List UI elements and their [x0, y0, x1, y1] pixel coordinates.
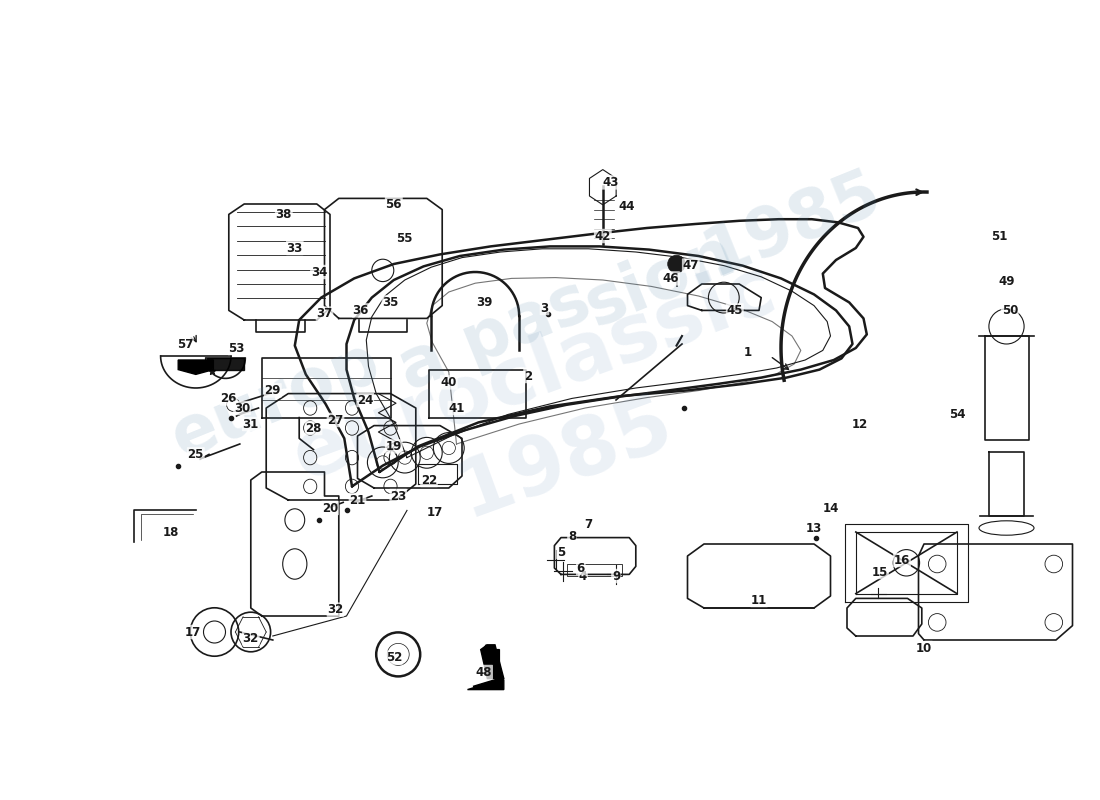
Text: 10: 10 [916, 642, 932, 654]
Text: 50: 50 [1002, 304, 1018, 317]
Text: 28: 28 [306, 422, 321, 434]
Text: 39: 39 [476, 296, 492, 309]
Polygon shape [473, 650, 499, 686]
Text: 47: 47 [683, 259, 698, 272]
Text: 36: 36 [353, 304, 369, 317]
Text: 24: 24 [358, 394, 373, 406]
Text: 53: 53 [229, 342, 244, 354]
Text: 34: 34 [311, 266, 327, 278]
Text: 56: 56 [386, 198, 403, 210]
Text: 32: 32 [328, 603, 343, 616]
Text: 49: 49 [999, 275, 1014, 288]
Text: 54: 54 [948, 408, 966, 421]
Text: a pas: a pas [389, 268, 601, 404]
Text: 14: 14 [823, 502, 838, 514]
Circle shape [668, 255, 685, 273]
Text: 3: 3 [540, 302, 549, 314]
Text: euroclassic
1985: euroclassic 1985 [283, 250, 817, 582]
Text: 23: 23 [390, 490, 406, 502]
Text: 27: 27 [328, 414, 343, 426]
Text: 12: 12 [852, 418, 868, 430]
Text: 4: 4 [579, 570, 587, 582]
Text: 6: 6 [576, 562, 585, 574]
Text: 29: 29 [265, 384, 280, 397]
Text: 2: 2 [524, 370, 532, 382]
Text: 21: 21 [350, 494, 365, 506]
Text: 7: 7 [584, 518, 593, 530]
Text: 13: 13 [806, 522, 822, 534]
Polygon shape [468, 645, 504, 690]
Text: 52: 52 [386, 651, 402, 664]
Bar [566, 564, 621, 576]
Polygon shape [482, 645, 491, 652]
Text: 41: 41 [449, 402, 464, 414]
Text: 35: 35 [383, 296, 398, 309]
Text: 17: 17 [185, 626, 200, 638]
Text: 9: 9 [612, 570, 620, 582]
Text: 42: 42 [595, 230, 610, 242]
Text: europ: europ [161, 328, 389, 472]
Text: 1: 1 [744, 346, 752, 358]
Text: 26: 26 [221, 392, 236, 405]
Text: 33: 33 [287, 242, 303, 254]
Text: 1985: 1985 [694, 158, 890, 290]
Text: 37: 37 [317, 307, 332, 320]
Text: 51: 51 [991, 230, 1006, 242]
Text: 55: 55 [396, 232, 414, 245]
Text: 44: 44 [618, 200, 636, 213]
Text: 19: 19 [386, 440, 402, 453]
Text: 5: 5 [557, 546, 565, 558]
Polygon shape [178, 360, 213, 374]
Text: 45: 45 [727, 304, 744, 317]
Text: 16: 16 [894, 554, 910, 566]
Text: 15: 15 [872, 566, 888, 578]
Text: 46: 46 [662, 272, 680, 285]
Text: 48: 48 [475, 666, 493, 678]
Text: 32: 32 [243, 632, 258, 645]
Text: 20: 20 [322, 502, 338, 514]
Text: 38: 38 [276, 208, 292, 221]
Text: 40: 40 [441, 376, 456, 389]
Text: 18: 18 [163, 526, 178, 538]
Text: sion: sion [575, 220, 745, 340]
Text: 25: 25 [188, 448, 204, 461]
Text: 43: 43 [603, 176, 618, 189]
Text: 11: 11 [751, 594, 767, 606]
Text: 30: 30 [234, 402, 250, 414]
Text: 57: 57 [177, 338, 192, 350]
Text: 22: 22 [421, 474, 437, 486]
Polygon shape [207, 358, 244, 370]
Text: 17: 17 [427, 506, 442, 518]
Text: 31: 31 [243, 418, 258, 430]
Text: 8: 8 [568, 530, 576, 542]
